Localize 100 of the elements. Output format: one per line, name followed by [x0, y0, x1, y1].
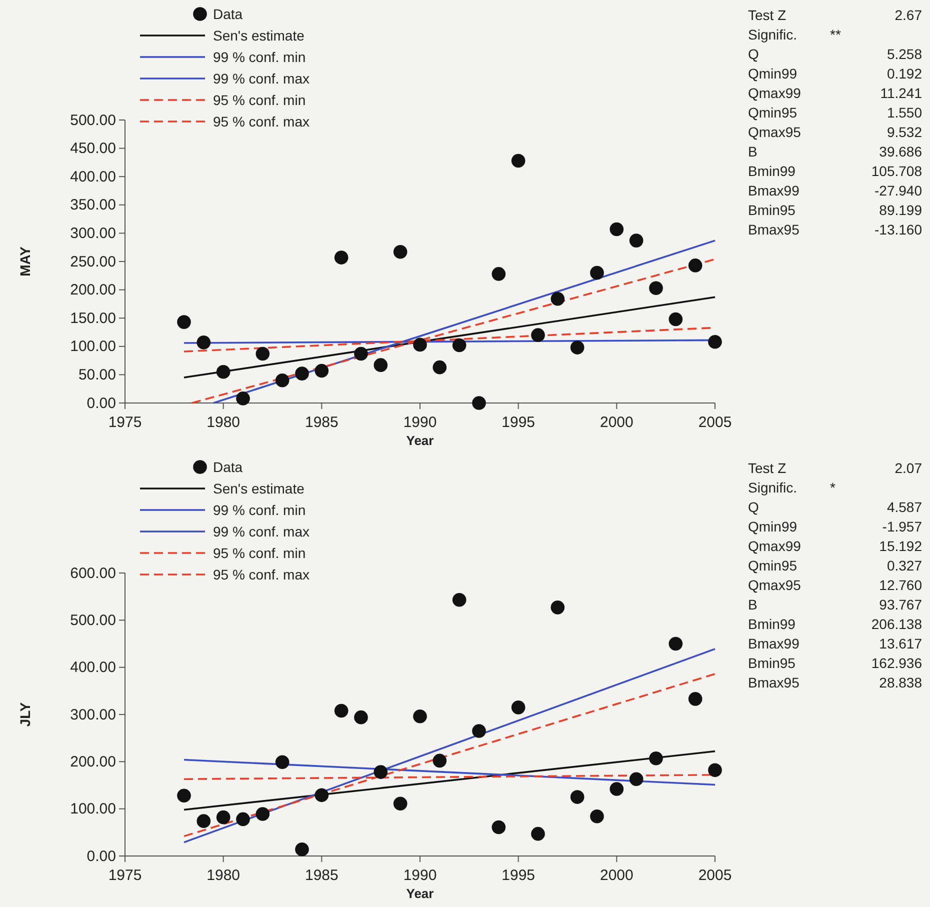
point [570, 340, 584, 354]
text: Qmin95 0.327 [748, 558, 922, 574]
text: Qmin99 -1.957 [748, 518, 922, 534]
text: Bmax99 13.617 [748, 636, 922, 652]
text: B 39.686 [748, 144, 922, 160]
point [570, 790, 584, 804]
point [256, 807, 270, 821]
text: Bmax95 28.838 [748, 674, 922, 690]
text: Bmin99 206.138 [748, 616, 922, 632]
point [334, 250, 348, 264]
y-tick-label: 600.00 [70, 564, 116, 582]
point [413, 338, 427, 352]
x-tick-label: 1990 [403, 414, 437, 431]
x-tick-label: 2005 [698, 414, 732, 431]
point [668, 312, 683, 326]
point [236, 392, 250, 406]
y-tick-label: 250.00 [70, 253, 116, 270]
x-tick-label: 1985 [304, 414, 338, 431]
legend-label: 99 % conf. max [213, 524, 310, 540]
text: Test Z 2.07 [748, 460, 922, 476]
point [531, 826, 545, 841]
point [531, 328, 545, 342]
legend-label: Data [213, 459, 243, 475]
point [216, 364, 230, 379]
point [196, 336, 211, 350]
text: Qmax99 15.192 [748, 538, 922, 554]
point [374, 358, 388, 372]
point [452, 592, 466, 607]
legend-label: Data [213, 6, 243, 22]
point [472, 724, 486, 738]
x-tick-label: 1980 [206, 414, 240, 431]
text: Qmax99 11.241 [748, 85, 922, 101]
x-tick-label: 1995 [502, 867, 536, 884]
x-tick-label: 2000 [600, 414, 634, 431]
text: Q 5.258 [748, 46, 922, 62]
x-tick-label: 1990 [403, 867, 437, 884]
point [393, 796, 408, 811]
point [629, 772, 644, 786]
y-tick-label: 200.00 [70, 282, 116, 299]
point [550, 600, 565, 614]
point [649, 281, 663, 295]
text: Q 4.587 [748, 499, 922, 515]
legend-label: 95 % conf. max [213, 566, 310, 582]
point [295, 366, 309, 380]
legend-label: 95 % conf. min [213, 545, 306, 561]
point [216, 810, 230, 824]
y-axis-title: JLY [17, 702, 33, 727]
point [256, 346, 270, 361]
legend-label: 99 % conf. min [213, 49, 306, 65]
y-tick-label: 50.00 [78, 366, 116, 384]
y-tick-label: 400.00 [70, 659, 116, 676]
point [393, 244, 408, 259]
point [590, 266, 604, 280]
text: Bmin95 162.936 [748, 655, 922, 671]
y-tick-label: 300.00 [70, 706, 116, 724]
point [177, 315, 191, 329]
legend-label: 95 % conf. min [213, 92, 306, 108]
text: B 93.767 [748, 596, 922, 612]
text: Bmax95 -13.160 [748, 222, 922, 238]
x-tick-label: 1980 [206, 867, 240, 884]
point [354, 710, 368, 724]
x-tick-label: 1995 [502, 414, 536, 431]
point [688, 258, 702, 272]
y-tick-label: 0.00 [86, 848, 116, 865]
y-tick-label: 150.00 [70, 310, 116, 327]
point [668, 636, 683, 651]
point [610, 222, 624, 236]
point [374, 765, 388, 779]
point [610, 782, 624, 796]
point [177, 788, 191, 803]
x-axis-title: Year [406, 433, 434, 448]
text: Qmin95 1.550 [748, 104, 922, 120]
x-tick-label: 2000 [600, 867, 634, 884]
y-tick-label: 200.00 [70, 753, 116, 770]
x-tick-label: 1985 [304, 867, 338, 884]
x-axis-title: Year [406, 886, 434, 901]
point [236, 812, 250, 826]
legend-label: 99 % conf. max [213, 70, 310, 86]
point [432, 360, 447, 374]
point [275, 373, 290, 388]
text: Test Z 2.67 [748, 7, 922, 23]
point [492, 267, 506, 281]
legend-label: Sen's estimate [213, 480, 305, 496]
point [314, 364, 329, 378]
point [275, 755, 290, 770]
point [629, 234, 644, 248]
text: Signific. ** [748, 26, 841, 42]
point [590, 809, 604, 824]
y-tick-label: 500.00 [70, 612, 116, 629]
legend-label: 95 % conf. max [213, 114, 310, 130]
point [550, 292, 565, 306]
point [432, 754, 447, 768]
point [314, 788, 329, 802]
y-tick-label: 450.00 [70, 140, 116, 158]
point [708, 763, 722, 778]
legend-label: 99 % conf. min [213, 502, 306, 518]
point [334, 704, 348, 718]
text: Qmax95 12.760 [748, 577, 922, 593]
y-tick-label: 100.00 [70, 338, 116, 356]
y-tick-label: 350.00 [70, 196, 116, 214]
